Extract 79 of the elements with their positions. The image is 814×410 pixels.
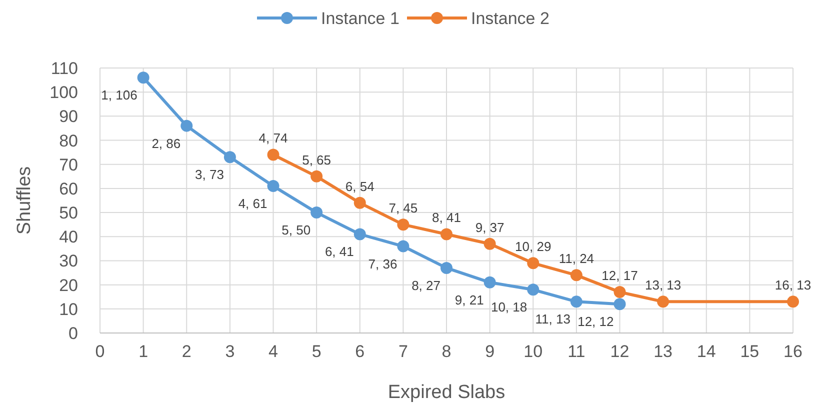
x-tick-label: 16 (784, 342, 802, 361)
data-label: 9, 37 (475, 220, 504, 235)
data-label: 3, 73 (195, 167, 224, 182)
x-tick-label: 7 (398, 342, 408, 361)
data-label: 16, 13 (774, 278, 812, 293)
legend-label: Instance 1 (321, 9, 400, 28)
point (397, 240, 410, 252)
y-tick-label: 20 (59, 276, 78, 295)
point (180, 120, 193, 132)
data-label: 8, 41 (432, 210, 461, 226)
x-tick-label: 0 (95, 342, 105, 361)
point (310, 206, 323, 219)
point (354, 196, 366, 209)
y-tick-label: 90 (59, 107, 78, 126)
x-tick-label: 3 (225, 342, 235, 361)
x-tick-label: 10 (524, 342, 543, 361)
point (440, 228, 452, 240)
y-tick-label: 50 (59, 204, 78, 223)
point (484, 238, 496, 250)
x-tick-label: 5 (312, 342, 322, 361)
x-axis-title: Expired Slabs (388, 382, 506, 403)
data-label: 1, 106 (101, 88, 138, 103)
data-label: 8, 27 (412, 278, 440, 293)
x-tick-label: 14 (696, 342, 716, 361)
point (354, 228, 366, 240)
point (787, 296, 799, 308)
y-tick-label: 100 (50, 83, 78, 102)
x-tick-label: 15 (740, 342, 760, 361)
data-label: 13, 13 (644, 278, 682, 293)
x-tick-label: 13 (654, 342, 673, 361)
point (310, 170, 323, 182)
y-tick-label: 70 (59, 155, 78, 174)
data-label: 9, 21 (454, 292, 484, 308)
point (224, 151, 236, 164)
x-tick-label: 8 (442, 342, 452, 361)
y-tick-label: 30 (59, 252, 78, 271)
data-label: 4, 74 (258, 130, 288, 146)
data-label: 5, 65 (302, 152, 332, 168)
point (614, 298, 626, 310)
x-tick-label: 12 (610, 342, 630, 361)
data-label: 4, 61 (238, 196, 268, 212)
y-tick-label: 10 (59, 300, 78, 319)
point (570, 269, 582, 282)
data-label: 10, 18 (490, 300, 528, 315)
x-tick-label: 4 (268, 342, 278, 361)
y-tick-label: 110 (50, 59, 78, 78)
point (657, 296, 670, 308)
x-tick-label: 9 (485, 342, 495, 361)
x-tick-label: 1 (138, 342, 148, 361)
y-axis-title: Shuffles (14, 166, 35, 235)
point (570, 296, 582, 308)
data-label: 2, 86 (152, 136, 181, 151)
point (527, 257, 540, 270)
point (484, 276, 496, 288)
data-label: 5, 50 (282, 222, 311, 238)
data-label: 7, 45 (388, 200, 418, 216)
y-tick-label: 40 (59, 228, 78, 247)
legend-label: Instance 2 (471, 9, 550, 28)
data-label: 11, 24 (558, 251, 594, 266)
point (137, 72, 150, 84)
point (614, 286, 626, 298)
data-label: 7, 36 (368, 256, 398, 272)
x-tick-label: 11 (568, 342, 586, 361)
y-tick-label: 80 (59, 131, 78, 150)
x-tick-label: 2 (182, 342, 192, 361)
point (267, 180, 280, 192)
data-label: 6, 41 (324, 244, 354, 260)
y-tick-label: 0 (68, 324, 78, 343)
point (267, 148, 280, 161)
point (527, 284, 540, 296)
data-label: 11, 13 (535, 312, 570, 327)
data-label: 6, 54 (345, 178, 374, 194)
point (440, 262, 452, 274)
data-label: 12, 12 (578, 314, 614, 330)
y-tick-label: 60 (59, 179, 78, 198)
data-label: 12, 17 (602, 268, 638, 284)
data-label: 10, 29 (515, 239, 552, 254)
x-tick-label: 6 (355, 342, 365, 361)
point (397, 218, 410, 231)
